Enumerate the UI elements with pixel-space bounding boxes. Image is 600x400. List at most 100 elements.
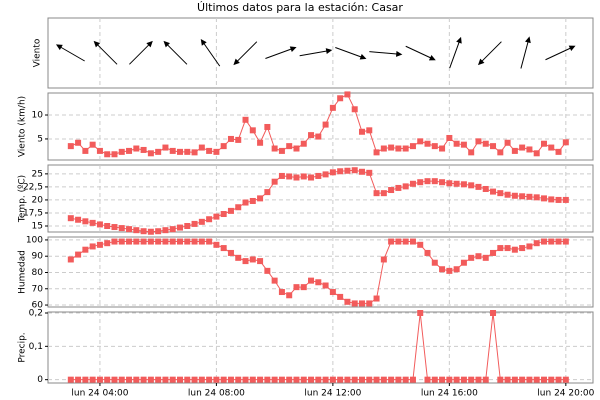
data-point [227, 135, 234, 142]
data-point [104, 151, 111, 158]
y-axis-label: Precip. [18, 332, 28, 362]
data-point [533, 376, 540, 383]
data-point [380, 145, 387, 152]
data-point [162, 144, 169, 151]
x-tick-label: lun 24 16:00 [421, 389, 478, 399]
data-point [169, 376, 176, 383]
data-point [264, 376, 271, 383]
data-point [315, 279, 322, 286]
data-point [96, 241, 103, 248]
wind-arrow [369, 50, 403, 57]
data-point [482, 254, 489, 261]
data-point [562, 196, 569, 203]
data-point [271, 277, 278, 284]
data-point [82, 218, 89, 225]
data-point [504, 191, 511, 198]
data-point [111, 238, 118, 245]
data-point [133, 238, 140, 245]
data-point [169, 226, 176, 233]
data-point [555, 148, 562, 155]
data-point [468, 376, 475, 383]
data-point [206, 147, 213, 154]
data-point [337, 95, 344, 102]
data-point [555, 376, 562, 383]
data-point [300, 284, 307, 291]
data-point [366, 300, 373, 307]
y-tick-label: 25 [32, 169, 43, 179]
data-point [366, 127, 373, 134]
data-point [227, 207, 234, 214]
data-point [126, 376, 133, 383]
data-point [431, 259, 438, 266]
data-point [329, 289, 336, 296]
data-point [344, 298, 351, 305]
data-point [417, 241, 424, 248]
data-point [373, 376, 380, 383]
data-point [242, 376, 249, 383]
data-point [351, 167, 358, 174]
data-point [206, 238, 213, 245]
data-point [446, 180, 453, 187]
data-point [526, 146, 533, 153]
data-point [380, 256, 387, 263]
data-point [431, 376, 438, 383]
wind-arrow [265, 46, 297, 59]
data-point [453, 376, 460, 383]
data-point [431, 178, 438, 185]
data-point [278, 147, 285, 154]
data-point [373, 295, 380, 302]
data-point [322, 282, 329, 289]
x-tick-label: lun 24 04:00 [71, 389, 128, 399]
data-point [548, 196, 555, 203]
data-point [337, 168, 344, 175]
data-point [300, 140, 307, 147]
y-tick-label: 17,5 [23, 208, 43, 218]
data-point [249, 197, 256, 204]
y-tick-label: 0 [37, 375, 43, 385]
y-tick-label: 10 [32, 111, 44, 121]
data-point [220, 245, 227, 252]
data-point [519, 193, 526, 200]
data-point [460, 259, 467, 266]
data-point [82, 147, 89, 154]
y-axis-label: Humedad [18, 250, 28, 294]
data-point [271, 145, 278, 152]
data-point [409, 143, 416, 150]
data-point [395, 184, 402, 191]
data-point [147, 150, 154, 157]
data-point [89, 243, 96, 250]
data-point [271, 178, 278, 185]
data-point [540, 140, 547, 147]
data-point [67, 376, 74, 383]
data-point [329, 376, 336, 383]
data-point [271, 376, 278, 383]
data-point [249, 376, 256, 383]
data-point [344, 376, 351, 383]
data-point [75, 376, 82, 383]
data-point [475, 376, 482, 383]
data-point [366, 376, 373, 383]
data-point [198, 218, 205, 225]
data-point [533, 240, 540, 247]
data-point [75, 251, 82, 258]
data-point [409, 180, 416, 187]
data-point [402, 376, 409, 383]
data-point [220, 143, 227, 150]
data-point [67, 256, 74, 263]
data-point [497, 149, 504, 156]
data-point [380, 190, 387, 197]
x-tick-label: lun 24 20:00 [537, 389, 594, 399]
data-point [242, 199, 249, 206]
wind-arrow [477, 41, 502, 66]
data-point [111, 376, 118, 383]
data-point [140, 228, 147, 235]
wind-arrow [449, 36, 462, 69]
data-point [395, 376, 402, 383]
data-point [388, 187, 395, 194]
data-point [468, 149, 475, 156]
data-point [555, 238, 562, 245]
data-point [526, 193, 533, 200]
data-point [293, 376, 300, 383]
data-point [526, 243, 533, 250]
data-point [227, 376, 234, 383]
